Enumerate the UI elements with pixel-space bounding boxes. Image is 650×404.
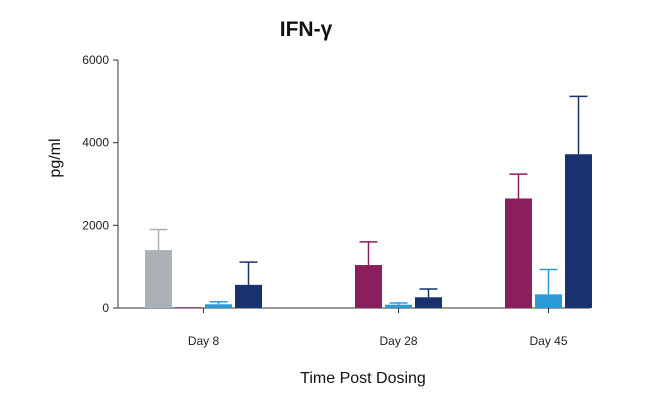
bar <box>385 304 412 308</box>
bar <box>565 154 592 308</box>
bar <box>355 265 382 308</box>
y-tick-label: 2000 <box>82 218 109 232</box>
y-axis-label: pg/ml <box>47 138 64 177</box>
bar <box>145 250 172 308</box>
plot-area: 0 2000 4000 6000 Day 8 Day 28 Day 45 <box>82 53 592 348</box>
bar <box>205 304 232 308</box>
bar <box>175 307 202 309</box>
bar <box>505 198 532 308</box>
bar <box>235 284 262 308</box>
chart-title: IFN-γ <box>280 18 333 41</box>
x-tick-label: Day 28 <box>379 334 417 348</box>
bar <box>535 294 562 308</box>
x-tick-label: Day 45 <box>529 334 567 348</box>
bar <box>415 297 442 308</box>
y-tick-label: 0 <box>102 301 109 315</box>
x-tick-label: Day 8 <box>188 334 220 348</box>
y-tick-label: 4000 <box>82 136 109 150</box>
y-tick-label: 6000 <box>82 53 109 67</box>
x-axis-label: Time Post Dosing <box>300 370 426 387</box>
